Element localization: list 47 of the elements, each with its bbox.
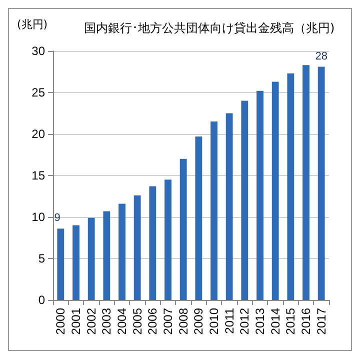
bar [57,228,64,300]
bar [302,65,310,300]
chart-title: 国内銀行･地方公共団体向け貸出金残高（兆円) [84,21,335,35]
bar [287,73,294,300]
data-label: 28 [315,50,328,62]
bar [134,195,141,300]
bar [195,136,202,300]
bar [318,66,325,300]
bar [164,180,172,300]
x-tick-label: 2003 [100,308,114,335]
x-tick-label: 2014 [268,308,282,335]
y-tick-label: 20 [32,127,46,141]
y-tick-label: 30 [32,44,46,58]
x-tick-label: 2006 [146,308,160,335]
y-tick-label: 5 [38,252,46,266]
y-tick-label: 0 [38,293,46,307]
x-tick-label: 2009 [192,308,206,335]
y-tick-label: 25 [32,86,46,100]
x-tick-label: 2001 [69,308,83,335]
x-tick-label: 2011 [222,308,236,334]
x-tick-label: 2016 [299,308,313,335]
bar [118,204,126,300]
bar [103,211,110,300]
y-axis-title: (兆円) [17,18,48,31]
bar [72,225,80,300]
x-tick-label: 2010 [207,308,221,335]
bar [241,100,248,300]
bar [210,122,218,300]
x-tick-label: 2002 [84,308,98,335]
x-tick-label: 2004 [115,308,129,335]
y-tick-label: 10 [32,210,46,224]
bar [88,218,95,300]
bar [256,90,264,300]
bar [226,113,233,300]
y-tick-label: 15 [32,168,46,182]
x-tick-label: 2013 [253,308,267,335]
x-tick-label: 2017 [314,308,328,335]
data-label: 9 [54,212,60,224]
x-tick-label: 2008 [176,308,190,335]
x-tick-label: 2000 [54,308,68,335]
x-tick-label: 2012 [238,308,252,335]
bar [149,186,156,300]
bar [272,82,279,300]
x-tick-label: 2015 [284,308,298,335]
x-tick-label: 2007 [161,308,175,335]
bar [180,158,187,300]
x-tick-label: 2005 [130,308,144,335]
